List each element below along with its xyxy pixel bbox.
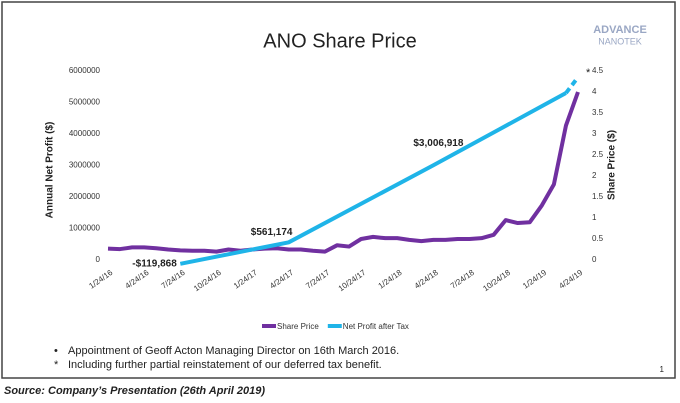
y2-axis-title: Share Price ($) (607, 130, 618, 200)
annotation: * (586, 67, 591, 79)
y2-tick-label: 0 (592, 255, 597, 264)
logo-line: NANOTEK (598, 36, 642, 46)
y2-tick-label: 1.5 (592, 192, 604, 201)
share-price-line (107, 91, 580, 254)
y2-tick-label: 0.5 (592, 234, 604, 243)
y2-tick-label: 2 (592, 171, 597, 180)
chart-title: ANO Share Price (263, 30, 416, 52)
data-label: -$119,868 (132, 258, 177, 269)
data-label: $3,006,918 (413, 138, 463, 149)
net-profit-line-dashed (564, 76, 580, 95)
source: Source: Company’s Presentation (26th Apr… (4, 385, 265, 397)
y2-tick-label: 3 (592, 129, 597, 138)
y2-tick-label: 1 (592, 213, 597, 222)
y-tick-label: 3000000 (69, 161, 101, 170)
note-marker: * (54, 359, 59, 371)
note: Appointment of Geoff Acton Managing Dire… (68, 345, 399, 357)
y-tick-label: 2000000 (69, 192, 101, 201)
data-label: $561,174 (251, 227, 293, 238)
y-tick-label: 6000000 (69, 66, 101, 75)
y2-tick-label: 3.5 (592, 108, 604, 117)
y2-tick-label: 2.5 (592, 150, 604, 159)
y-tick-label: 5000000 (69, 98, 101, 107)
legend-label: Net Profit after Tax (343, 322, 409, 331)
net-profit-line (179, 91, 567, 266)
note: Including further partial reinstatement … (68, 359, 382, 371)
y2-tick-label: 4.5 (592, 66, 604, 75)
y-tick-label: 4000000 (69, 129, 101, 138)
y-axis-title: Annual Net Profit ($) (45, 122, 56, 219)
logo-line: ADVANCE (593, 24, 647, 36)
y-tick-label: 1000000 (69, 224, 101, 233)
note-marker: • (54, 345, 58, 357)
y-tick-label: 0 (96, 255, 101, 264)
legend-label: Share Price (277, 322, 319, 331)
page-number: 1 (660, 365, 665, 374)
y2-tick-label: 4 (592, 87, 597, 96)
frame (1, 1, 676, 379)
